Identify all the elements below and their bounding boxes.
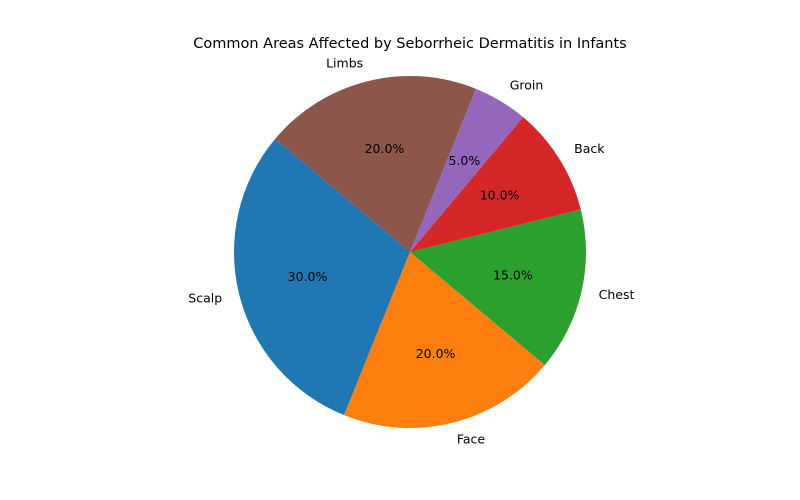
chart-title: Common Areas Affected by Seborrheic Derm… bbox=[193, 36, 627, 52]
category-label-chest: Chest bbox=[599, 287, 635, 302]
pie-percent-labels: 30.0% 20.0% 15.0% 10.0% 5.0% 20.0% bbox=[288, 141, 533, 361]
pie-category-labels: Scalp Face Chest Back Groin Limbs bbox=[188, 56, 634, 447]
pie-slice-face bbox=[344, 252, 545, 428]
percent-label-scalp: 30.0% bbox=[288, 269, 328, 284]
percent-label-back: 10.0% bbox=[480, 188, 520, 203]
category-label-back: Back bbox=[574, 141, 605, 156]
percent-label-face: 20.0% bbox=[416, 346, 456, 361]
category-label-scalp: Scalp bbox=[188, 290, 222, 305]
percent-label-chest: 15.0% bbox=[493, 267, 533, 282]
category-label-groin: Groin bbox=[510, 78, 544, 93]
category-label-limbs: Limbs bbox=[326, 56, 363, 71]
percent-label-limbs: 20.0% bbox=[365, 141, 405, 156]
pie-slice-limbs bbox=[275, 76, 476, 252]
pie-slice-back bbox=[410, 117, 581, 253]
pie-slice-chest bbox=[410, 209, 586, 366]
pie-slices bbox=[234, 76, 586, 428]
pie-slice-scalp bbox=[234, 138, 410, 416]
category-label-face: Face bbox=[457, 431, 486, 446]
percent-label-groin: 5.0% bbox=[449, 153, 481, 168]
pie-slice-groin bbox=[410, 88, 524, 252]
